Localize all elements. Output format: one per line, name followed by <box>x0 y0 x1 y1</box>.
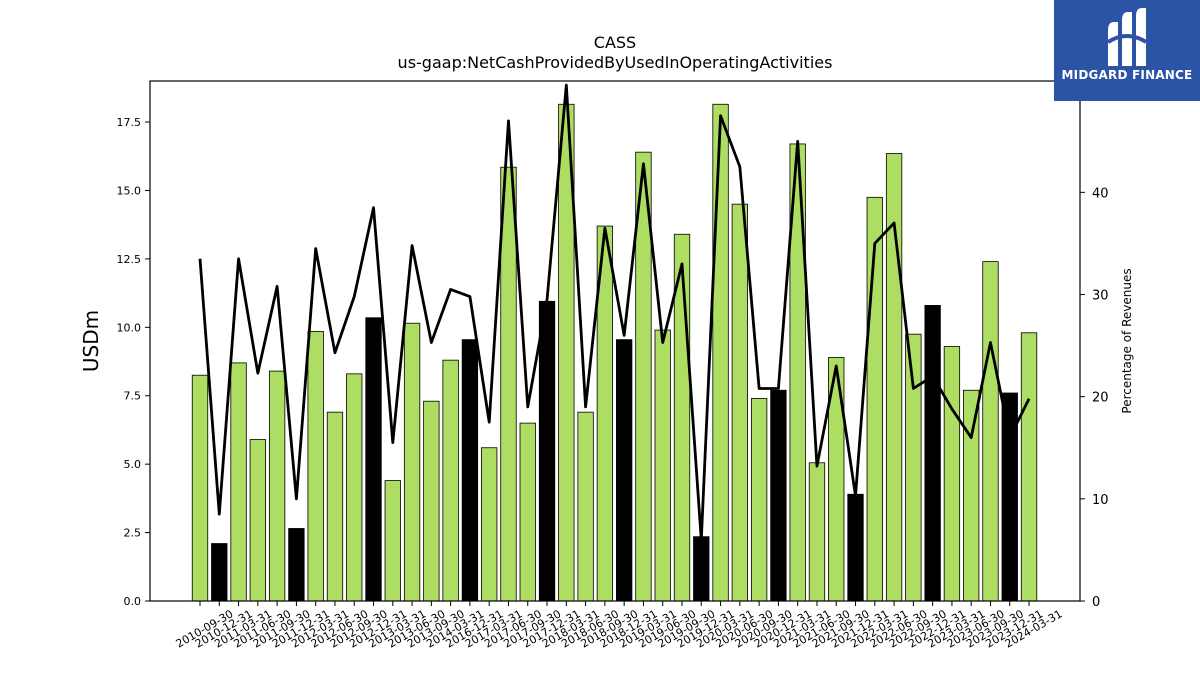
y2-tick-label: 10 <box>1092 493 1109 508</box>
y-tick-label: 15.0 <box>117 184 142 197</box>
bar-2013-06-30 <box>403 322 421 602</box>
bar-2011-12-31 <box>288 528 305 602</box>
y-tick-label: 5.0 <box>124 458 142 471</box>
percentage-line <box>198 83 1031 542</box>
bar-2011-06-30 <box>249 439 266 602</box>
bar-2013-03-31 <box>384 480 401 602</box>
logo-mark-icon <box>1106 8 1148 66</box>
bar-2011-09-30 <box>268 370 286 602</box>
bar-2014-03-31 <box>442 359 459 602</box>
y2-axis-label: Percentage of Revenues <box>1120 268 1134 413</box>
bar-2010-12-31 <box>211 543 228 602</box>
bar-2020-03-31 <box>712 103 729 602</box>
y2-tick-label: 0 <box>1092 595 1100 610</box>
bar-2010-09-30 <box>191 374 209 602</box>
bar-2011-03-31 <box>230 362 247 602</box>
bar-series <box>191 103 1038 602</box>
bar-2013-09-30 <box>423 400 440 602</box>
bar-2016-12-31 <box>461 339 479 602</box>
bar-2012-12-31 <box>365 317 382 602</box>
chart-title: CASS <box>594 33 636 52</box>
y-tick-label: 12.5 <box>117 253 142 266</box>
y-tick-label: 7.5 <box>124 390 142 403</box>
y2-axis-ticks: 01020304050 <box>1080 84 1109 610</box>
bar-2024-03-31 <box>1020 332 1038 602</box>
y2-tick-label: 20 <box>1092 391 1109 406</box>
bar-2018-06-30 <box>577 411 594 602</box>
bar-2012-06-30 <box>326 411 344 602</box>
bar-2019-06-30 <box>654 329 671 602</box>
y-axis-label: USDm <box>79 310 103 372</box>
y-tick-label: 10.0 <box>117 321 142 334</box>
bar-2012-09-30 <box>346 373 363 602</box>
bar-2017-09-30 <box>519 422 536 602</box>
chart-subtitle: us-gaap:NetCashProvidedByUsedInOperating… <box>398 53 833 72</box>
bar-2021-06-30 <box>808 462 826 602</box>
y-tick-label: 2.5 <box>124 527 142 540</box>
y2-tick-label: 30 <box>1092 289 1109 304</box>
bar-2023-09-30 <box>982 261 999 602</box>
bar-2017-06-30 <box>500 166 517 602</box>
bar-2023-06-30 <box>963 389 980 602</box>
bar-2020-12-31 <box>770 389 787 602</box>
bar-2019-12-31 <box>693 536 710 602</box>
y-axis-ticks: 0.0 2.5 5.0 7.5 10.0 12.5 15.0 17.5 <box>117 116 150 608</box>
bar-2017-12-31 <box>538 300 556 602</box>
bar-2020-09-30 <box>750 398 768 602</box>
bar-2023-03-31 <box>943 346 961 602</box>
y-tick-label: 0.0 <box>124 595 142 608</box>
bar-2017-03-31 <box>481 447 498 602</box>
bar-2022-09-30 <box>905 333 922 602</box>
logo-text: MIDGARD FINANCE <box>1061 68 1193 82</box>
line-series <box>198 83 1031 542</box>
bar-2012-03-31 <box>307 331 324 602</box>
bar-2022-06-30 <box>885 153 903 602</box>
bar-2020-06-30 <box>731 203 748 602</box>
y-tick-label: 17.5 <box>117 116 142 129</box>
midgard-finance-logo: MIDGARD FINANCE <box>1054 0 1200 101</box>
x-axis-ticks: 2010-09-302010-12-312011-03-312011-06-30… <box>174 601 1065 651</box>
y2-tick-label: 40 <box>1092 186 1109 201</box>
bar-2022-12-31 <box>924 305 941 602</box>
plot-frame <box>149 80 1081 602</box>
bar-2018-12-31 <box>616 339 633 602</box>
bar-2021-12-31 <box>847 493 864 602</box>
